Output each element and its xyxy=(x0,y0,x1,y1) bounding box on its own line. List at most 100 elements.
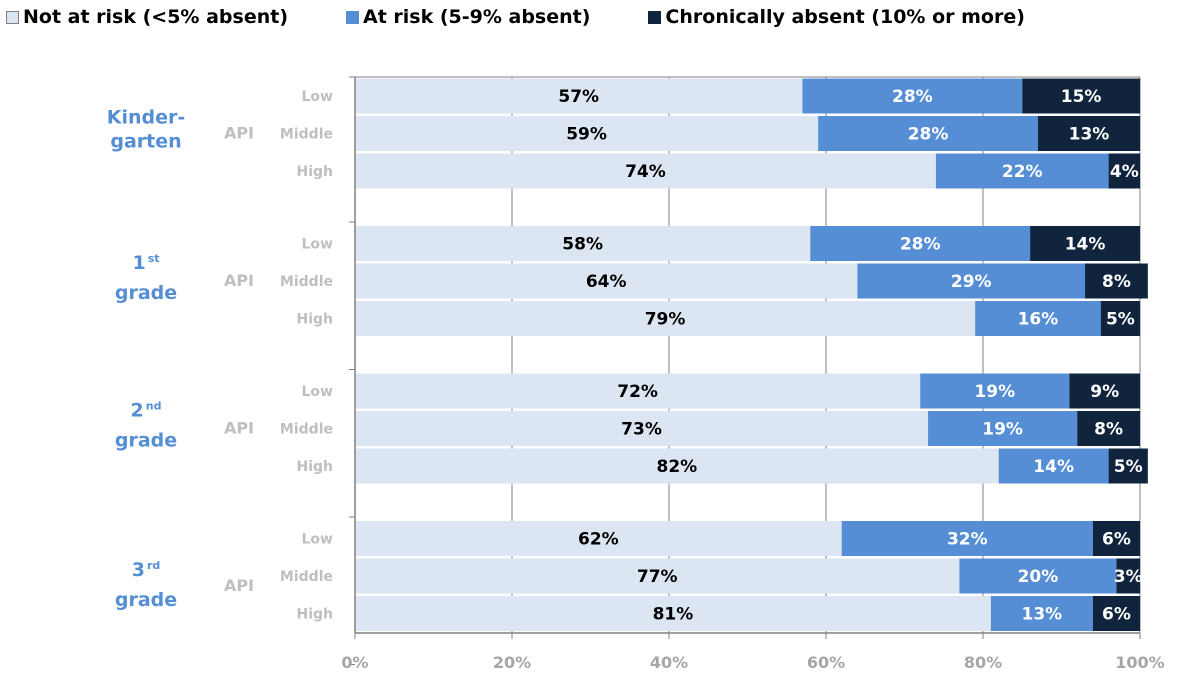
data-label-chronic: 4% xyxy=(1110,162,1139,182)
bar-segment-not-at-risk xyxy=(355,226,811,261)
x-tick-label: 80% xyxy=(964,653,1002,672)
bar-segment-chronic xyxy=(1108,153,1140,189)
bar-segment-not-at-risk xyxy=(355,411,929,446)
data-label-at-risk: 28% xyxy=(900,235,941,255)
bar-segment-chronic xyxy=(1085,263,1148,299)
data-label-chronic: 8% xyxy=(1102,272,1131,292)
row-label-high: High xyxy=(296,459,333,475)
bar-segment-not-at-risk xyxy=(355,78,803,114)
row-label-high: High xyxy=(296,607,333,623)
data-label-at-risk: 16% xyxy=(1018,310,1059,330)
row-label-middle: Middle xyxy=(280,569,333,585)
bar-segment-not-at-risk xyxy=(355,301,976,336)
x-tick-label: 60% xyxy=(807,653,845,672)
group-label-line2: grade xyxy=(115,589,177,611)
bar-segment-chronic xyxy=(1116,558,1140,594)
group-label-line1: Kinder- xyxy=(107,107,186,129)
data-label-not-at-risk: 64% xyxy=(586,272,627,292)
bar-segment-not-at-risk xyxy=(355,596,991,631)
bar-segment-at-risk xyxy=(802,78,1023,114)
data-label-not-at-risk: 77% xyxy=(637,567,678,587)
legend-label-at-risk: At risk (5-9% absent) xyxy=(363,6,591,28)
api-label: API xyxy=(224,419,254,438)
bar-segment-at-risk xyxy=(920,373,1070,409)
row-label-low: Low xyxy=(302,237,334,253)
data-label-not-at-risk: 74% xyxy=(625,162,666,182)
legend-item-chronic: Chronically absent (10% or more) xyxy=(648,6,1025,28)
data-label-at-risk: 29% xyxy=(951,272,992,292)
data-label-chronic: 9% xyxy=(1090,382,1119,402)
bar-segment-chronic xyxy=(1069,373,1140,409)
bar-segment-at-risk xyxy=(998,448,1109,484)
legend-swatch-at-risk xyxy=(346,10,359,24)
data-label-chronic: 6% xyxy=(1102,605,1131,625)
group-label-number: 2 xyxy=(131,400,144,422)
data-label-not-at-risk: 58% xyxy=(562,235,603,255)
group-label-line2: grade xyxy=(115,430,177,452)
bar-segment-at-risk xyxy=(959,558,1117,594)
data-label-not-at-risk: 81% xyxy=(653,605,694,625)
data-label-not-at-risk: 57% xyxy=(558,87,599,107)
data-label-at-risk: 22% xyxy=(1002,162,1043,182)
data-label-chronic: 3% xyxy=(1114,567,1143,587)
data-label-not-at-risk: 62% xyxy=(578,530,619,550)
legend-label-not-at-risk: Not at risk (<5% absent) xyxy=(23,6,288,28)
group-label-number: 3 xyxy=(132,559,145,581)
row-label-high: High xyxy=(296,164,333,180)
data-label-chronic: 15% xyxy=(1061,87,1102,107)
legend-swatch-chronic xyxy=(648,10,662,24)
group-label-line2: garten xyxy=(110,131,181,153)
row-label-low: Low xyxy=(302,532,334,548)
x-tick-label: 20% xyxy=(493,653,531,672)
row-label-low: Low xyxy=(302,384,334,400)
data-label-at-risk: 28% xyxy=(892,87,933,107)
bar-segment-not-at-risk xyxy=(355,153,936,189)
bar-segment-chronic xyxy=(1077,411,1140,446)
data-label-at-risk: 19% xyxy=(974,382,1015,402)
legend-label-chronic: Chronically absent (10% or more) xyxy=(665,6,1025,28)
data-label-at-risk: 14% xyxy=(1033,457,1074,477)
bar-segment-not-at-risk xyxy=(355,373,921,409)
data-label-not-at-risk: 72% xyxy=(617,382,658,402)
bar-segment-not-at-risk xyxy=(355,116,819,151)
data-label-at-risk: 20% xyxy=(1018,567,1059,587)
legend-swatch-not-at-risk xyxy=(6,10,19,24)
bar-segment-chronic xyxy=(1037,116,1140,151)
group-label-line2: grade xyxy=(115,282,177,304)
data-label-not-at-risk: 73% xyxy=(621,420,662,440)
data-label-at-risk: 13% xyxy=(1022,605,1063,625)
data-label-at-risk: 19% xyxy=(982,420,1023,440)
data-label-not-at-risk: 79% xyxy=(645,310,686,330)
bar-segment-at-risk xyxy=(810,226,1031,261)
data-label-not-at-risk: 59% xyxy=(566,125,607,145)
bar-segment-not-at-risk xyxy=(355,558,960,594)
data-label-chronic: 5% xyxy=(1106,310,1135,330)
data-label-chronic: 5% xyxy=(1114,457,1143,477)
legend-item-at-risk: At risk (5-9% absent) xyxy=(346,6,590,28)
row-label-low: Low xyxy=(302,89,334,105)
bar-segment-chronic xyxy=(1100,301,1140,336)
row-label-high: High xyxy=(296,312,333,328)
bar-segment-at-risk xyxy=(990,596,1093,631)
data-label-chronic: 8% xyxy=(1094,420,1123,440)
bar-segment-chronic xyxy=(1108,448,1148,484)
data-label-at-risk: 32% xyxy=(947,530,988,550)
bar-segment-not-at-risk xyxy=(355,448,999,484)
data-label-not-at-risk: 82% xyxy=(656,457,697,477)
data-label-chronic: 14% xyxy=(1065,235,1106,255)
x-tick-label: 40% xyxy=(650,653,688,672)
bar-segment-at-risk xyxy=(975,301,1101,336)
bar-segment-not-at-risk xyxy=(355,521,842,556)
data-label-at-risk: 28% xyxy=(908,125,949,145)
bar-segment-not-at-risk xyxy=(355,263,858,299)
legend-item-not-at-risk: Not at risk (<5% absent) xyxy=(6,6,288,28)
x-tick-label: 100% xyxy=(1115,653,1164,672)
data-label-chronic: 13% xyxy=(1069,125,1110,145)
bar-segment-chronic xyxy=(1030,226,1140,261)
api-label: API xyxy=(224,576,254,595)
bar-segment-at-risk xyxy=(841,521,1093,556)
